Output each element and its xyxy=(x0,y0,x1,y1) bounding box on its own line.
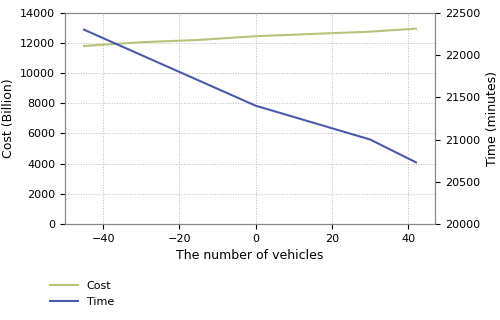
Cost xyxy=(367,30,373,34)
Time xyxy=(310,121,316,124)
Time xyxy=(81,28,87,32)
X-axis label: The number of vehicles: The number of vehicles xyxy=(176,249,324,262)
Time xyxy=(367,138,373,141)
Time xyxy=(413,160,419,164)
Y-axis label: Cost (Billion): Cost (Billion) xyxy=(2,79,15,158)
Time xyxy=(138,53,144,57)
Cost xyxy=(413,27,419,30)
Time xyxy=(196,78,202,82)
Cost xyxy=(138,40,144,44)
Time xyxy=(252,104,258,108)
Line: Cost: Cost xyxy=(84,28,416,46)
Cost xyxy=(252,34,258,38)
Line: Time: Time xyxy=(84,30,416,162)
Cost xyxy=(310,32,316,36)
Y-axis label: Time (minutes): Time (minutes) xyxy=(486,71,498,166)
Legend: Cost, Time: Cost, Time xyxy=(46,277,118,311)
Cost xyxy=(81,44,87,48)
Cost xyxy=(196,38,202,42)
